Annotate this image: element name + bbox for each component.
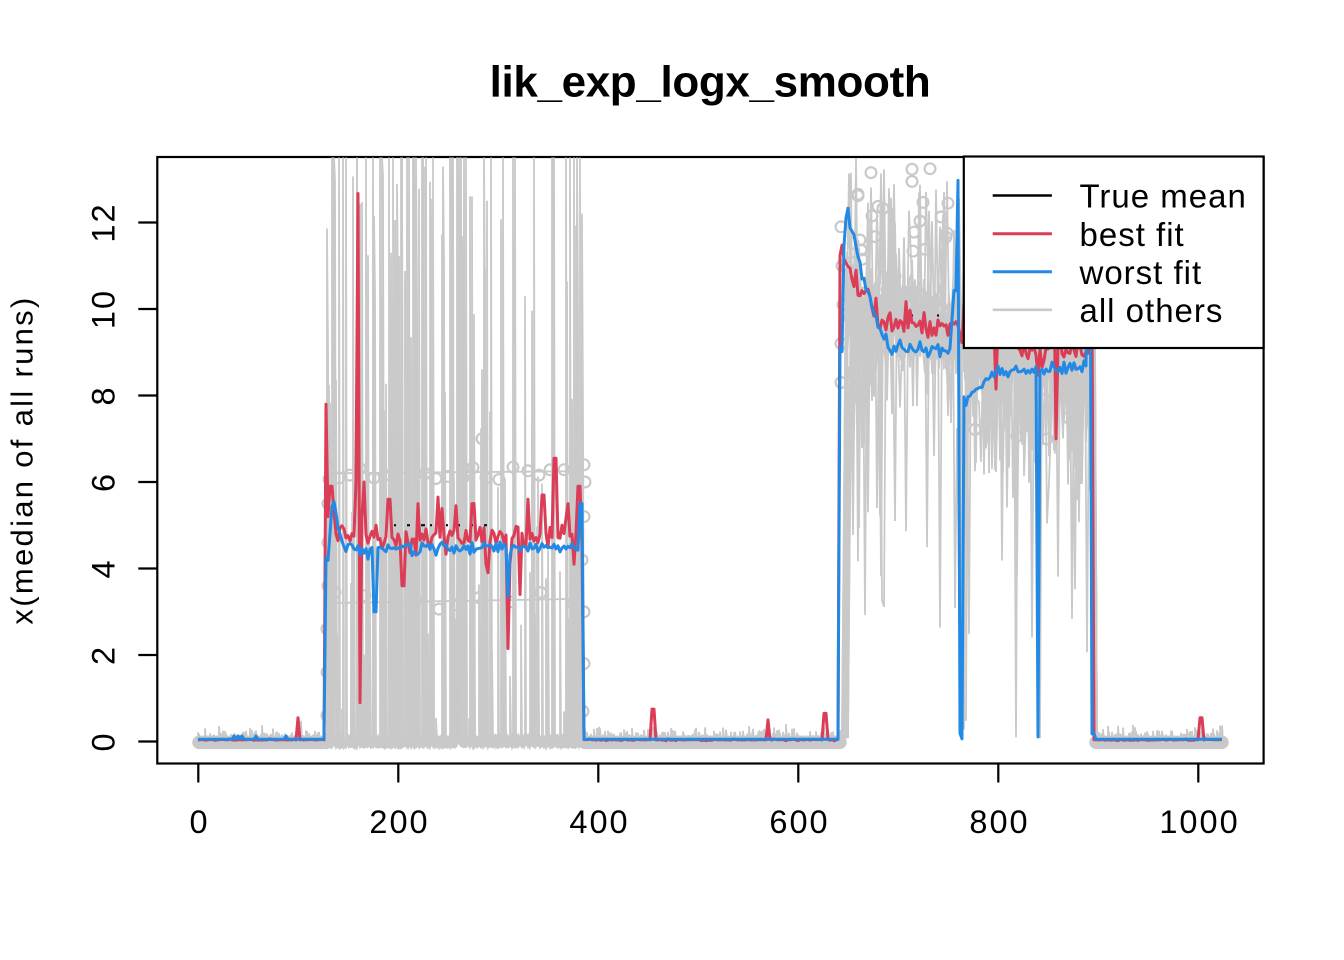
svg-text:all others: all others: [1080, 292, 1224, 329]
svg-text:12: 12: [86, 202, 122, 242]
svg-text:x(median of all runs): x(median of all runs): [5, 295, 40, 624]
svg-text:600: 600: [769, 804, 829, 840]
svg-text:6: 6: [86, 472, 122, 492]
svg-text:0: 0: [189, 804, 209, 840]
svg-text:worst fit: worst fit: [1079, 254, 1203, 291]
svg-text:800: 800: [969, 804, 1029, 840]
svg-text:4: 4: [86, 558, 122, 578]
svg-text:200: 200: [369, 804, 429, 840]
svg-text:2: 2: [86, 645, 122, 665]
svg-text:True mean: True mean: [1080, 178, 1247, 215]
svg-text:best fit: best fit: [1080, 216, 1185, 253]
svg-text:400: 400: [569, 804, 629, 840]
svg-text:10: 10: [86, 289, 122, 329]
svg-text:lik_exp_logx_smooth: lik_exp_logx_smooth: [490, 58, 931, 107]
svg-text:8: 8: [86, 385, 122, 405]
svg-text:0: 0: [86, 731, 122, 751]
svg-text:1000: 1000: [1159, 804, 1239, 840]
